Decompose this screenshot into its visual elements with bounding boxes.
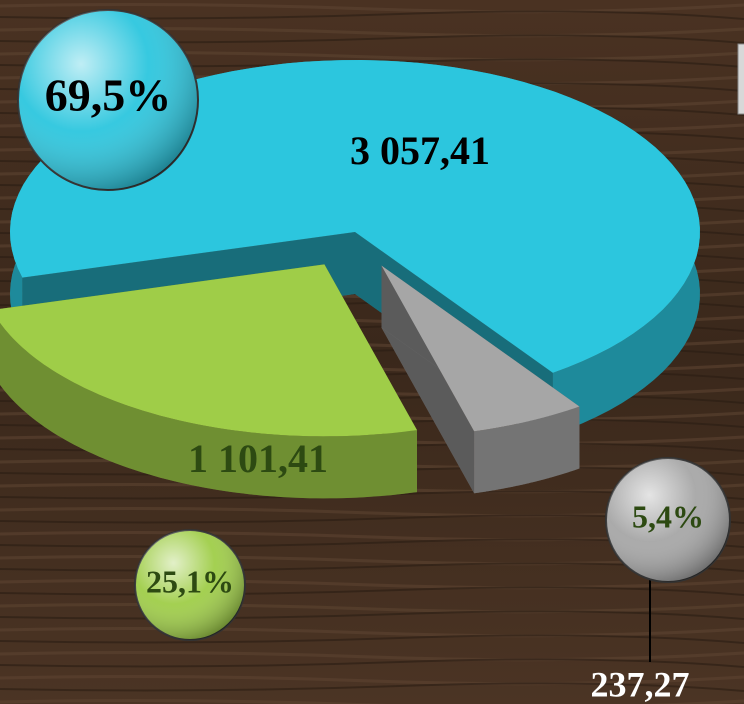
- percent-bubble-shine: [135, 530, 245, 640]
- percent-bubble-shine: [18, 10, 198, 190]
- slice-top: [381, 265, 580, 432]
- percent-label: 25,1%: [146, 563, 234, 599]
- slice: [0, 264, 417, 499]
- value-label: 237,27: [591, 664, 690, 704]
- percent-label: 69,5%: [45, 70, 172, 121]
- slice-side: [474, 406, 580, 494]
- slice-top: [0, 264, 417, 437]
- value-label: 3 057,41: [350, 128, 490, 173]
- slice-side-shade: [0, 322, 417, 499]
- percent-label: 5,4%: [632, 498, 704, 534]
- slice-side: [0, 322, 417, 499]
- labels: 3 057,41 69,5% 1 101,41 25,1% 237,27 5,4%: [17, 9, 731, 704]
- percent-bubble-shine: [606, 458, 730, 582]
- pie: [0, 60, 700, 499]
- legend-box: [737, 43, 744, 115]
- value-label: 1 101,41: [188, 436, 328, 481]
- slice-side-shade: [474, 406, 580, 494]
- slice: [381, 265, 580, 494]
